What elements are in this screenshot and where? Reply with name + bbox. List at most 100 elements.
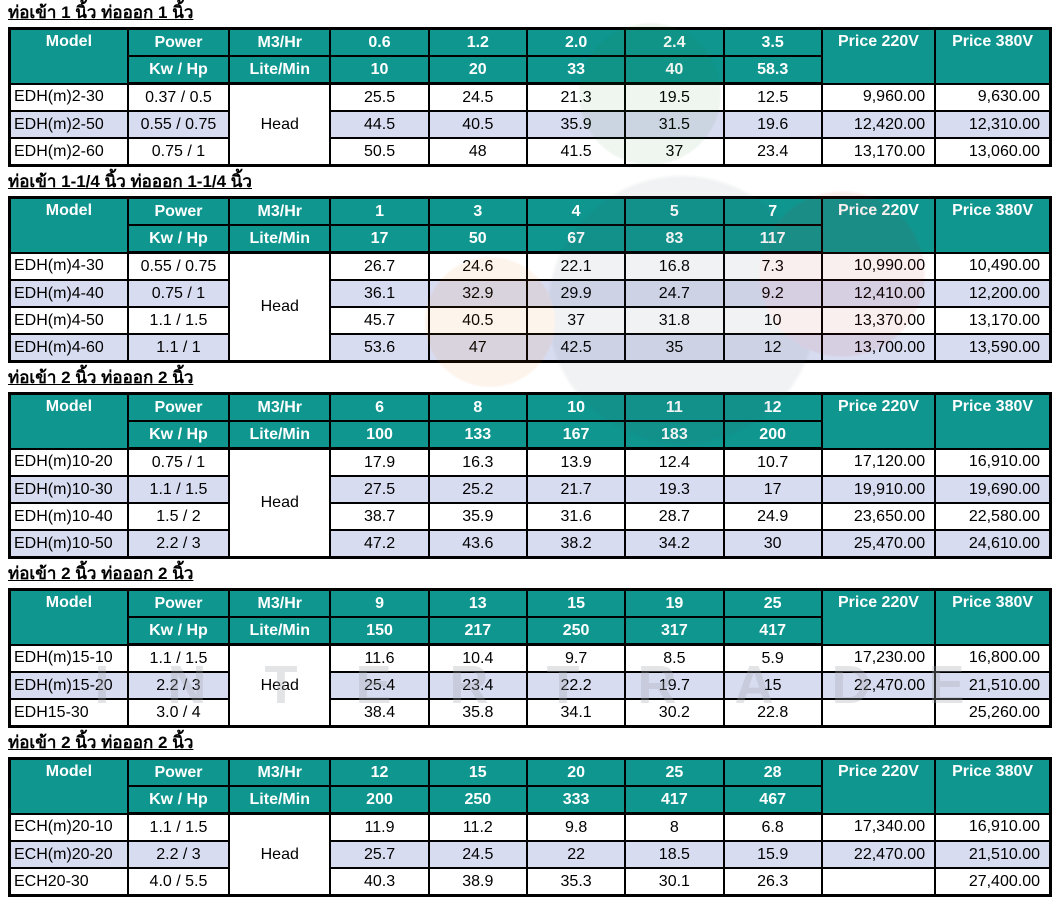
head-label-cell: Head	[228, 812, 332, 897]
column-header-flow-m3hr: M3/Hr	[228, 196, 332, 226]
head-value-cell: 31.5	[624, 110, 725, 139]
flow-litemin-value-header: 417	[722, 616, 823, 646]
table-row: EDH(m)10-30 1.1 / 1.5 27.5 25.2 21.7 19.3 17 19…	[8, 475, 1052, 504]
column-header-model: Model	[8, 392, 129, 450]
column-header-power: Power	[126, 196, 231, 226]
head-value-cell: 40.3	[329, 867, 430, 897]
price-380v-cell: 13,170.00	[934, 306, 1052, 335]
price-table-3: Model Power M3/Hr 6 8 10 11 12 Price 220V Price 3…	[8, 392, 1052, 559]
head-value-cell: 11.9	[329, 812, 430, 842]
head-label-cell: Head	[228, 82, 332, 167]
flow-litemin-value-header: 117	[722, 224, 823, 254]
section-title: ท่อเข้า 1-1/4 นิ้ว ท่อออก 1-1/4 นิ้ว	[8, 172, 252, 191]
flow-litemin-value-header: 250	[427, 785, 528, 815]
flow-m3hr-value-header: 13	[427, 588, 528, 618]
head-value-cell: 30.2	[624, 698, 725, 728]
price-table-5: Model Power M3/Hr 12 15 20 25 28 Price 220V Price…	[8, 757, 1052, 897]
power-cell: 3.0 / 4	[126, 698, 231, 728]
price-220v-cell: 13,170.00	[820, 137, 937, 167]
price-220v-cell	[820, 867, 937, 897]
section-title: ท่อเข้า 2 นิ้ว ท่อออก 2 นิ้ว	[8, 368, 194, 387]
column-header-model: Model	[8, 27, 129, 85]
head-value-cell: 23.4	[722, 137, 823, 167]
head-value-cell: 9.2	[722, 279, 823, 308]
flow-litemin-value-header: 33	[525, 55, 627, 85]
flow-m3hr-value-header: 11	[624, 392, 725, 422]
flow-m3hr-value-header: 19	[624, 588, 725, 618]
flow-m3hr-value-header: 25	[624, 757, 725, 787]
head-value-cell: 19.7	[624, 671, 725, 700]
model-cell: EDH(m)15-10	[8, 643, 129, 673]
price-380v-cell: 12,310.00	[934, 110, 1052, 139]
column-header-power-unit: Kw / Hp	[126, 224, 231, 254]
head-value-cell: 48	[427, 137, 528, 167]
model-cell: EDH(m)15-20	[8, 671, 129, 700]
model-cell: ECH20-30	[8, 867, 129, 897]
head-value-cell: 8	[624, 812, 725, 842]
column-header-flow-m3hr: M3/Hr	[228, 588, 332, 618]
power-cell: 1.1 / 1.5	[126, 643, 231, 673]
price-220v-cell: 22,470.00	[820, 840, 937, 869]
price-220v-cell: 19,910.00	[820, 475, 937, 504]
pipe-size-section: ท่อเข้า 2 นิ้ว ท่อออก 2 นิ้ว Model Power M3…	[0, 563, 1059, 728]
head-value-cell: 29.9	[525, 279, 627, 308]
head-value-cell: 24.5	[427, 840, 528, 869]
header-row: Model Power M3/Hr 12 15 20 25 28 Price 220V Price…	[8, 757, 1052, 815]
flow-litemin-value-header: 417	[624, 785, 725, 815]
head-value-cell: 44.5	[329, 110, 430, 139]
model-cell: EDH(m)2-60	[8, 137, 129, 167]
flow-m3hr-value-header: 2.0	[525, 27, 627, 57]
head-value-cell: 13.9	[525, 447, 627, 477]
model-cell: EDH15-30	[8, 698, 129, 728]
flow-litemin-value-header: 183	[624, 420, 725, 450]
flow-litemin-value-header: 67	[525, 224, 627, 254]
flow-m3hr-value-header: 5	[624, 196, 725, 226]
head-value-cell: 19.3	[624, 475, 725, 504]
column-header-power: Power	[126, 757, 231, 787]
head-value-cell: 35.9	[427, 502, 528, 531]
price-220v-cell: 25,470.00	[820, 529, 937, 559]
head-value-cell: 17	[722, 475, 823, 504]
power-cell: 1.1 / 1.5	[126, 306, 231, 335]
head-value-cell: 35.9	[525, 110, 627, 139]
header-row: Model Power M3/Hr 6 8 10 11 12 Price 220V Price 3…	[8, 392, 1052, 450]
flow-litemin-value-header: 17	[329, 224, 430, 254]
head-value-cell: 43.6	[427, 529, 528, 559]
head-value-cell: 15	[722, 671, 823, 700]
column-header-power: Power	[126, 392, 231, 422]
power-cell: 0.75 / 1	[126, 137, 231, 167]
head-value-cell: 36.1	[329, 279, 430, 308]
flow-litemin-value-header: 50	[427, 224, 528, 254]
column-header-power: Power	[126, 588, 231, 618]
head-value-cell: 21.7	[525, 475, 627, 504]
flow-litemin-value-header: 317	[624, 616, 725, 646]
head-value-cell: 31.8	[624, 306, 725, 335]
head-value-cell: 10.7	[722, 447, 823, 477]
column-header-flow-unit: Lite/Min	[228, 616, 332, 646]
column-header-flow-unit: Lite/Min	[228, 55, 332, 85]
flow-litemin-value-header: 200	[329, 785, 430, 815]
flow-litemin-value-header: 58.3	[722, 55, 823, 85]
flow-m3hr-value-header: 12	[329, 757, 430, 787]
table-row: EDH(m)10-40 1.5 / 2 38.7 35.9 31.6 28.7 24.9 23…	[8, 502, 1052, 531]
section-title: ท่อเข้า 2 นิ้ว ท่อออก 2 นิ้ว	[8, 733, 194, 752]
head-value-cell: 50.5	[329, 137, 430, 167]
table-row: ECH(m)20-20 2.2 / 3 25.7 24.5 22 18.5 15.9 22,4…	[8, 840, 1052, 869]
column-header-flow-m3hr: M3/Hr	[228, 757, 332, 787]
price-380v-cell: 16,910.00	[934, 447, 1052, 477]
table-row: EDH(m)4-40 0.75 / 1 36.1 32.9 29.9 24.7 9.2 12,…	[8, 279, 1052, 308]
head-label-cell: Head	[228, 643, 332, 728]
section-title: ท่อเข้า 2 นิ้ว ท่อออก 2 นิ้ว	[8, 564, 194, 583]
column-header-model: Model	[8, 757, 129, 815]
flow-m3hr-value-header: 10	[525, 392, 627, 422]
flow-litemin-value-header: 83	[624, 224, 725, 254]
column-header-price-380v: Price 380V	[934, 588, 1052, 646]
pipe-size-section: ท่อเข้า 2 นิ้ว ท่อออก 2 นิ้ว Model Power M3…	[0, 732, 1059, 897]
header-row: Model Power M3/Hr 0.6 1.2 2.0 2.4 3.5 Price 220V…	[8, 27, 1052, 85]
power-cell: 0.55 / 0.75	[126, 251, 231, 281]
head-value-cell: 35	[624, 333, 725, 363]
table-row: EDH(m)4-50 1.1 / 1.5 45.7 40.5 37 31.8 10 13,37…	[8, 306, 1052, 335]
power-cell: 0.75 / 1	[126, 279, 231, 308]
price-220v-cell: 10,990.00	[820, 251, 937, 281]
price-380v-cell: 16,800.00	[934, 643, 1052, 673]
